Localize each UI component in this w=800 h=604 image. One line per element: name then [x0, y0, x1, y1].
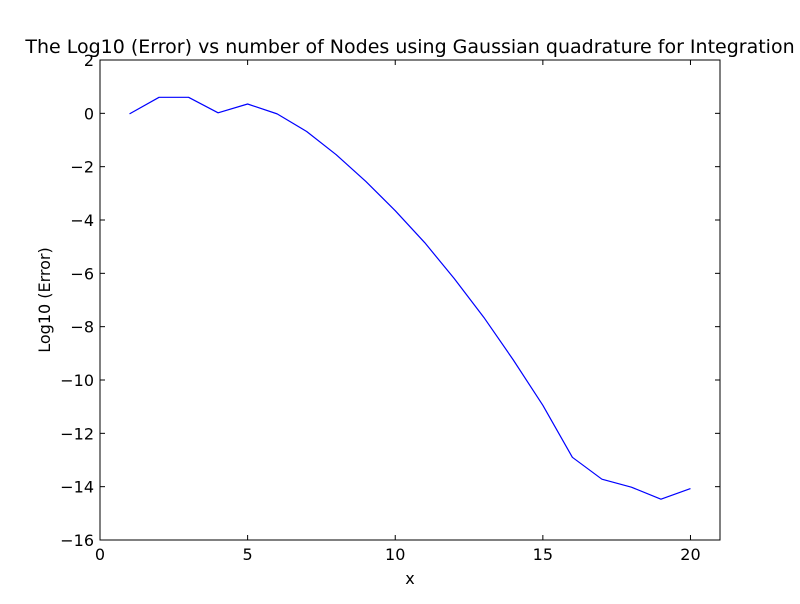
- data-point: [631, 487, 632, 488]
- y-tick-label: 0: [84, 104, 94, 123]
- y-tick-label: −8: [70, 318, 94, 337]
- series-line: [129, 96, 691, 500]
- y-tick-label: 2: [84, 51, 94, 70]
- y-axis-label: Log10 (Error): [35, 247, 54, 353]
- data-point: [217, 112, 218, 113]
- data-point: [188, 97, 189, 98]
- chart-title: The Log10 (Error) vs number of Nodes usi…: [24, 36, 794, 58]
- data-point: [660, 499, 661, 500]
- data-point: [158, 97, 159, 98]
- data-point: [336, 154, 337, 155]
- y-tick-label: −16: [60, 531, 94, 550]
- x-tick-label: 20: [680, 545, 700, 564]
- y-tick-label: −2: [70, 158, 94, 177]
- x-axis-label: x: [405, 569, 414, 588]
- data-point: [395, 210, 396, 211]
- x-tick-label: 5: [243, 545, 253, 564]
- data-point: [572, 457, 573, 458]
- data-point: [513, 359, 514, 360]
- y-tick-label: −10: [60, 371, 94, 390]
- data-point: [365, 181, 366, 182]
- y-tick-label: −6: [70, 264, 94, 283]
- plot-area: [99, 59, 721, 541]
- data-point: [129, 113, 130, 114]
- series-layer: [129, 96, 691, 500]
- data-point: [306, 131, 307, 132]
- x-tick-label: 0: [95, 545, 105, 564]
- y-tick-label: −4: [70, 211, 94, 230]
- data-point: [690, 488, 691, 489]
- data-point: [277, 113, 278, 114]
- x-tick-label: 15: [533, 545, 553, 564]
- x-tick-label: 10: [385, 545, 405, 564]
- data-point: [247, 103, 248, 104]
- y-tick-label: −14: [60, 478, 94, 497]
- data-point: [483, 317, 484, 318]
- y-tick-label: −12: [60, 424, 94, 443]
- data-point: [454, 278, 455, 279]
- data-point: [542, 405, 543, 406]
- data-point: [424, 242, 425, 243]
- data-point: [601, 479, 602, 480]
- plot-frame: [99, 59, 721, 541]
